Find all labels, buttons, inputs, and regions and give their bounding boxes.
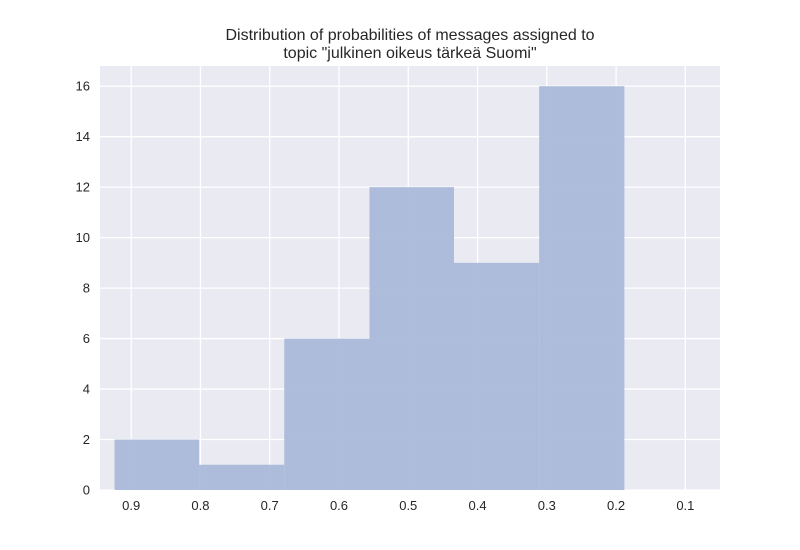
bars	[114, 86, 625, 490]
chart-title-line-1: Distribution of probabilities of message…	[225, 27, 594, 44]
y-tick-label: 6	[83, 331, 90, 346]
x-tick-label: 0.6	[330, 498, 348, 513]
y-tick-label: 14	[76, 129, 90, 144]
y-tick-labels: 0 2 4 6 8 10 12 14 16	[76, 79, 90, 498]
histogram-bar	[539, 86, 625, 490]
x-tick-label: 0.9	[122, 498, 140, 513]
y-tick-label: 2	[83, 432, 90, 447]
histogram-bar	[453, 262, 540, 490]
y-tick-label: 12	[76, 180, 90, 195]
x-tick-label: 0.7	[261, 498, 279, 513]
histogram-bar	[199, 464, 285, 490]
x-tick-labels: 0.9 0.8 0.7 0.6 0.5 0.4 0.3 0.2 0.1	[122, 498, 694, 513]
x-tick-label: 0.5	[399, 498, 417, 513]
y-tick-label: 16	[76, 79, 90, 94]
x-tick-label: 0.1	[676, 498, 694, 513]
chart-title-line-2: topic "julkinen oikeus tärkeä Suomi"	[283, 45, 536, 62]
x-tick-label: 0.3	[538, 498, 556, 513]
x-tick-label: 0.4	[469, 498, 487, 513]
x-tick-label: 0.8	[191, 498, 209, 513]
histogram-bar	[284, 338, 370, 490]
histogram-bar	[114, 439, 200, 490]
histogram-bar	[369, 187, 454, 490]
y-tick-label: 4	[83, 382, 90, 397]
y-tick-label: 0	[83, 483, 90, 498]
y-tick-label: 10	[76, 230, 90, 245]
x-tick-label: 0.2	[607, 498, 625, 513]
y-tick-label: 8	[83, 281, 90, 296]
